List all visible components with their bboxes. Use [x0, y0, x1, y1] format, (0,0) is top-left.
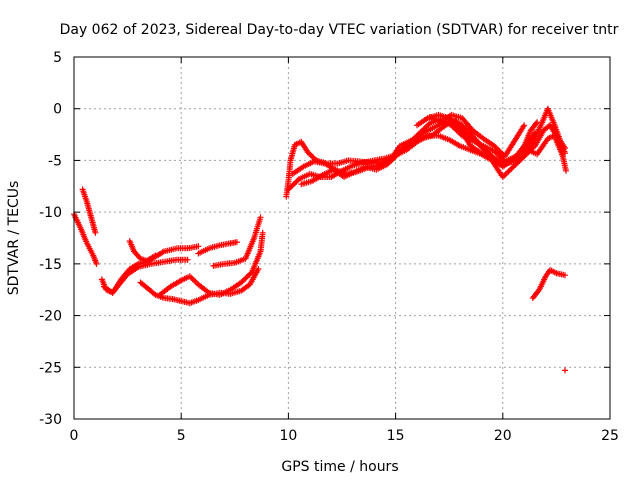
y-tick-label: -20 — [39, 309, 62, 325]
data-point-marker — [562, 367, 568, 374]
chart-title: Day 062 of 2023, Sidereal Day-to-day VTE… — [60, 22, 619, 38]
x-axis-label: GPS time / hours — [281, 459, 398, 475]
x-tick-label: 5 — [177, 428, 186, 444]
y-tick-label: -10 — [39, 205, 62, 221]
sdtvar-trace — [298, 116, 569, 188]
data-point-marker — [184, 256, 191, 263]
sdtvar-trace — [426, 111, 528, 160]
data-point-marker — [259, 229, 266, 236]
x-tick-label: 20 — [494, 428, 512, 444]
y-tick-label: 0 — [53, 102, 62, 118]
data-point-marker — [152, 252, 159, 259]
x-tick-label: 10 — [279, 428, 297, 444]
sdtvar-trace — [101, 243, 202, 296]
data-point-marker — [520, 123, 527, 130]
x-tick-label: 25 — [601, 428, 619, 444]
data-point-marker — [425, 121, 432, 128]
sdtvar-trace — [210, 214, 264, 269]
data-point-marker — [257, 214, 264, 221]
data-point-marker — [534, 119, 541, 126]
y-tick-label: -25 — [39, 360, 62, 376]
sdtvar-trace — [195, 239, 240, 257]
data-point-marker — [195, 243, 202, 250]
x-tick-label: 15 — [387, 428, 405, 444]
y-tick-label: -30 — [39, 412, 62, 428]
sdtvar-trace — [79, 186, 99, 236]
data-layer — [71, 105, 569, 374]
sdtvar-trace — [414, 111, 541, 170]
y-axis-label: SDTVAR / TECUs — [6, 181, 22, 296]
data-point-marker — [188, 274, 195, 281]
plot-frame — [73, 56, 611, 420]
data-point-marker — [294, 177, 301, 184]
sdtvar-trace — [156, 229, 266, 298]
data-point-marker — [533, 120, 539, 127]
sdtvar-trace — [126, 238, 159, 264]
data-point-marker — [562, 272, 568, 279]
data-point-marker — [93, 260, 100, 267]
data-point-marker — [233, 239, 240, 246]
data-point-marker — [521, 122, 528, 129]
y-tick-label: -15 — [39, 257, 62, 273]
y-tick-label: -5 — [48, 153, 62, 169]
data-point-marker — [92, 229, 99, 236]
data-point-marker — [562, 145, 568, 151]
grid-layer — [74, 57, 610, 419]
data-point-marker — [563, 167, 569, 174]
sdtvar-trace — [529, 267, 568, 301]
x-tick-label: 0 — [70, 428, 79, 444]
y-tick-label: 5 — [53, 50, 62, 66]
sdtvar-trace — [71, 211, 100, 267]
sdtvar-trace — [562, 367, 568, 374]
